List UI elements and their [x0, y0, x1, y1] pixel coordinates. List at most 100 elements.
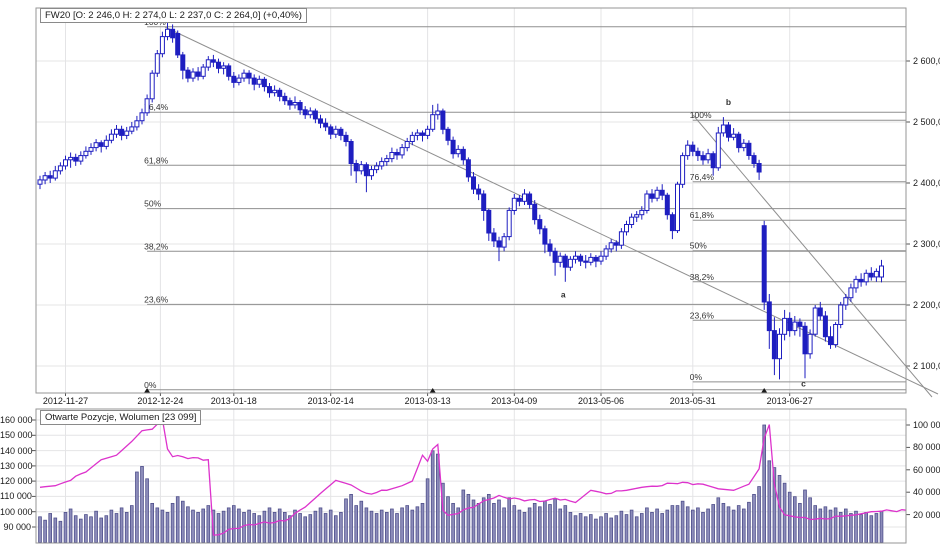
candle-body	[425, 128, 431, 136]
candle-body	[853, 278, 859, 289]
volume-bar	[272, 512, 277, 543]
candle-body	[119, 128, 125, 136]
volume-bar	[451, 502, 455, 543]
candle-body	[664, 194, 670, 216]
candle-body	[476, 188, 482, 195]
candle-body	[573, 255, 578, 260]
volume-bar	[155, 507, 160, 543]
volume-bar	[721, 502, 726, 543]
volume-bar	[68, 508, 73, 543]
volume-bar	[538, 506, 542, 543]
candle-body	[231, 75, 237, 83]
candle-body	[567, 258, 573, 268]
volume-bar	[328, 509, 333, 543]
volume-bar	[624, 514, 629, 543]
volume-bar	[461, 489, 466, 543]
candle-body	[812, 307, 818, 335]
volume-bar	[594, 518, 598, 543]
volume-bar	[568, 512, 573, 543]
candle-body	[700, 155, 706, 161]
price-panel-border	[35, 7, 907, 394]
volume-bar	[874, 513, 879, 543]
candle-body	[838, 304, 844, 325]
candle-body	[93, 142, 99, 149]
candle-body	[532, 203, 538, 221]
candle-body	[537, 219, 543, 230]
volume-bar	[119, 507, 124, 543]
candle-body	[246, 72, 252, 79]
open-interest-tick-label: 100 000	[0, 506, 33, 517]
volume-bar	[543, 500, 547, 543]
volume-bar	[186, 506, 190, 543]
candle-body	[272, 89, 278, 94]
candle-body	[817, 307, 823, 317]
candle-body	[797, 321, 803, 327]
volume-bar	[288, 515, 292, 543]
volume-bar	[104, 515, 109, 543]
candle-body	[414, 132, 420, 136]
date-tick-label: 2013-04-09	[491, 396, 538, 406]
candle-body	[593, 256, 599, 262]
candle-body	[369, 169, 374, 177]
candle-body	[108, 133, 114, 141]
date-tick-label: 2013-05-31	[669, 396, 716, 406]
candle-body	[720, 124, 726, 134]
candle-body	[399, 147, 405, 156]
candle-body	[389, 152, 395, 160]
volume-bar	[277, 508, 282, 543]
candle-body	[634, 214, 640, 218]
candle-body	[828, 336, 833, 346]
wave-marker-c: c	[801, 379, 806, 389]
candle-body	[705, 153, 711, 161]
volume-bar	[63, 512, 68, 543]
volume-bar	[242, 512, 246, 543]
fibonacci-level-label: 50%	[690, 241, 707, 251]
candle-body	[822, 315, 828, 338]
price-tick-label: 2 300,0	[913, 239, 940, 249]
volume-tick-label: 80 000	[913, 442, 940, 453]
candle-body	[318, 118, 323, 124]
volume-bar	[512, 505, 517, 543]
candle-body	[251, 77, 257, 85]
candle-body	[465, 159, 471, 178]
date-tick-label: 2013-01-18	[210, 396, 257, 406]
volume-bar	[507, 497, 511, 543]
volume-bar	[665, 509, 670, 543]
volume-bar	[466, 493, 471, 543]
candle-body	[659, 189, 665, 196]
candle-body	[557, 255, 563, 263]
volume-bar	[313, 510, 318, 543]
candle-body	[787, 317, 793, 332]
candle-body	[491, 232, 497, 242]
candle-body	[481, 193, 487, 211]
candle-body	[154, 53, 160, 74]
fibonacci-level-label: 23,6%	[690, 310, 715, 320]
candle-body	[644, 193, 650, 211]
volume-bar	[79, 518, 83, 543]
volume-bar	[38, 516, 42, 543]
volume-bar	[43, 519, 47, 543]
volume-bar	[84, 514, 88, 543]
volume-bar	[563, 505, 568, 543]
volume-bar	[553, 498, 557, 543]
candle-body	[527, 193, 533, 205]
volume-tick-label: 100 000	[913, 420, 940, 430]
candle-body	[608, 242, 614, 250]
candle-body	[613, 242, 619, 246]
volume-bar	[752, 493, 756, 543]
open-interest-tick-label: 130 000	[0, 460, 33, 471]
volume-bar	[726, 506, 731, 543]
candle-body	[501, 236, 507, 248]
candle-body	[302, 109, 308, 116]
candle-body	[47, 175, 53, 179]
candle-body	[374, 165, 380, 171]
candle-body	[471, 176, 476, 190]
volume-bar	[502, 507, 506, 543]
candle-body	[506, 209, 512, 238]
volume-bar	[384, 512, 389, 543]
candle-body	[669, 214, 675, 232]
candle-body	[618, 231, 624, 246]
volume-bar	[614, 515, 619, 543]
candle-body	[358, 164, 364, 172]
